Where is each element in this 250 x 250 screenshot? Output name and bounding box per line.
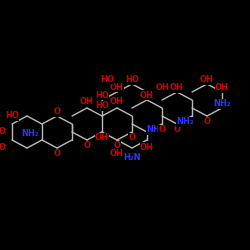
- Text: OH: OH: [95, 134, 109, 142]
- Text: OH: OH: [110, 98, 124, 106]
- Text: OH: OH: [200, 76, 214, 84]
- Text: O: O: [54, 108, 60, 116]
- Text: O: O: [158, 126, 166, 134]
- Text: O: O: [128, 134, 136, 142]
- Text: OH: OH: [156, 84, 170, 92]
- Text: O: O: [174, 126, 180, 134]
- Text: HO: HO: [125, 76, 139, 84]
- Text: HO: HO: [100, 74, 114, 84]
- Text: NH₂: NH₂: [21, 128, 39, 138]
- Text: HO: HO: [95, 102, 109, 110]
- Text: OH: OH: [110, 82, 124, 92]
- Text: HO: HO: [95, 90, 109, 100]
- Text: OH: OH: [80, 98, 94, 106]
- Text: O: O: [114, 142, 120, 150]
- Text: O: O: [54, 150, 60, 158]
- Text: H₂N: H₂N: [123, 154, 141, 162]
- Text: OH: OH: [140, 142, 154, 152]
- Text: O: O: [204, 118, 210, 126]
- Text: OH: OH: [215, 84, 229, 92]
- Text: HO: HO: [5, 112, 19, 120]
- Text: HO: HO: [0, 128, 6, 136]
- Text: OH: OH: [110, 150, 124, 158]
- Text: NH₂: NH₂: [146, 126, 164, 134]
- Text: OH: OH: [140, 90, 154, 100]
- Text: HO: HO: [0, 144, 6, 152]
- Text: OH: OH: [170, 84, 184, 92]
- Text: O: O: [84, 142, 90, 150]
- Text: NH₂: NH₂: [176, 118, 194, 126]
- Text: NH₂: NH₂: [213, 100, 231, 108]
